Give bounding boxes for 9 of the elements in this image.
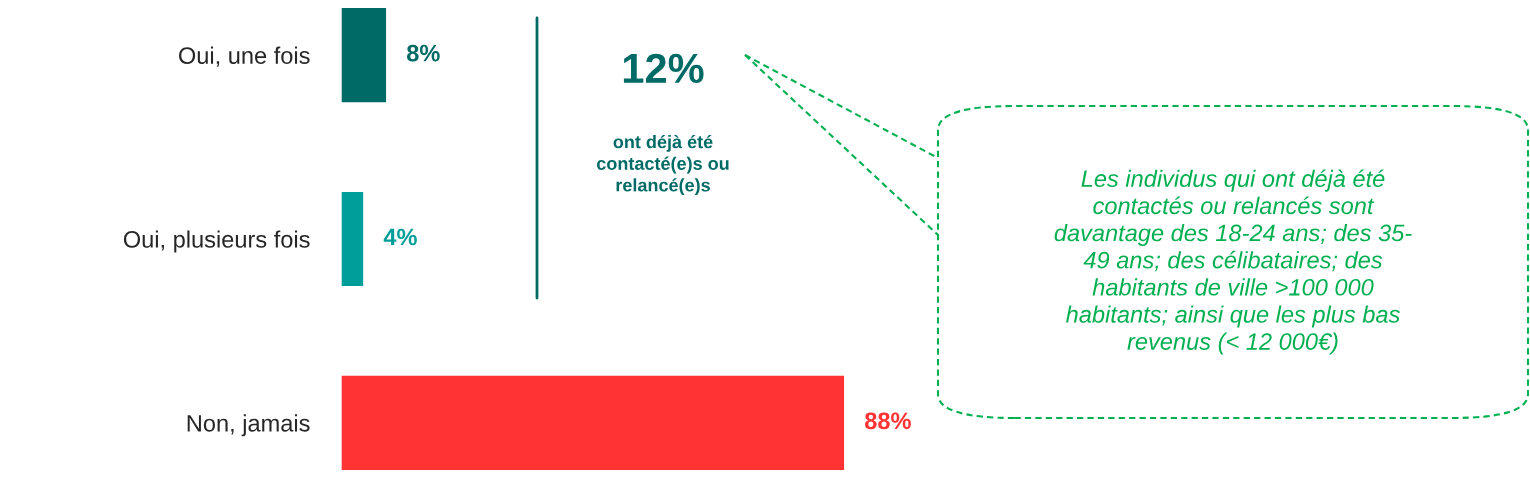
- y-tick-label: Oui, plusieurs fois: [123, 230, 310, 253]
- data-label: 4%: [383, 228, 417, 246]
- data-label: 88%: [865, 412, 911, 430]
- data-label: 8%: [406, 44, 440, 62]
- annotation: ont déjà été contacté(e)s ou relancé(e)s: [597, 134, 729, 196]
- annotation: 12%: [623, 53, 704, 84]
- text: Les individus qui ont déjà été contactés ou relancés sont davantage des 18-24 ans; des 35- 49 ans; des célibataires; des habitants de ville >100 000 habitants; ainsi que les plus bas revenus (< 12 000€): [1054, 169, 1412, 355]
- y-tick-label: Non, jamais: [187, 414, 310, 437]
- y-tick-label: Oui, une fois: [179, 46, 310, 67]
